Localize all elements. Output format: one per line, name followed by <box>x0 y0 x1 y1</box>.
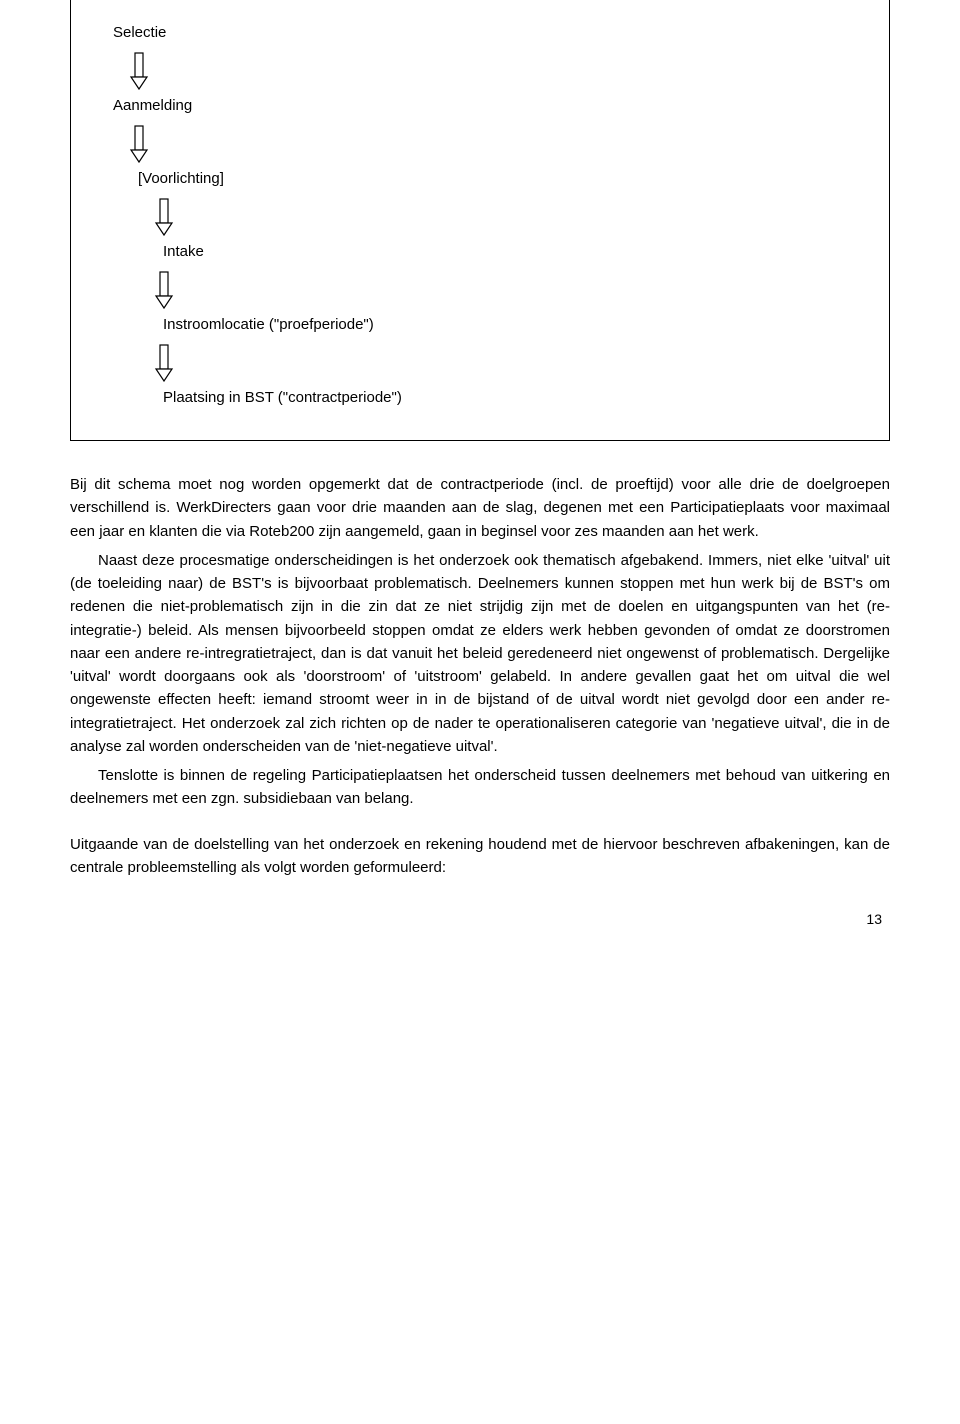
flow-label: Intake <box>163 243 204 260</box>
flow-step-aanmelding: Aanmelding <box>83 97 877 114</box>
flow-label: Selectie <box>113 24 166 41</box>
flow-step-intake: Intake <box>83 243 877 260</box>
flowchart-box: Selectie Aanmelding [Voorlichting] <box>70 0 890 441</box>
arrow-down-icon <box>128 124 150 164</box>
flow-label: Aanmelding <box>113 97 192 114</box>
arrow-down-icon <box>153 270 175 310</box>
arrow-down-icon <box>153 197 175 237</box>
flow-step-voorlichting: [Voorlichting] <box>83 170 877 187</box>
arrow-down-icon <box>128 51 150 91</box>
flow-arrow <box>128 124 877 164</box>
flow-step-selectie: Selectie <box>83 24 877 41</box>
document-page: Selectie Aanmelding [Voorlichting] <box>0 0 960 945</box>
flow-label: Instroomlocatie ("proefperiode") <box>163 316 374 333</box>
arrow-down-icon <box>153 343 175 383</box>
body-paragraph-3: Tenslotte is binnen de regeling Particip… <box>70 764 890 811</box>
flow-label: [Voorlichting] <box>138 170 224 187</box>
flow-arrow <box>153 270 877 310</box>
flow-label: Plaatsing in BST ("contractperiode") <box>163 389 402 406</box>
flow-arrow <box>128 51 877 91</box>
body-paragraph-1: Bij dit schema moet nog worden opgemerkt… <box>70 473 890 543</box>
flow-arrow <box>153 343 877 383</box>
body-paragraph-2: Naast deze procesmatige onderscheidingen… <box>70 549 890 758</box>
flow-step-instroomlocatie: Instroomlocatie ("proefperiode") <box>83 316 877 333</box>
page-number: 13 <box>866 911 882 927</box>
flow-arrow <box>153 197 877 237</box>
body-paragraph-4: Uitgaande van de doelstelling van het on… <box>70 833 890 880</box>
flow-step-plaatsing: Plaatsing in BST ("contractperiode") <box>83 389 877 406</box>
